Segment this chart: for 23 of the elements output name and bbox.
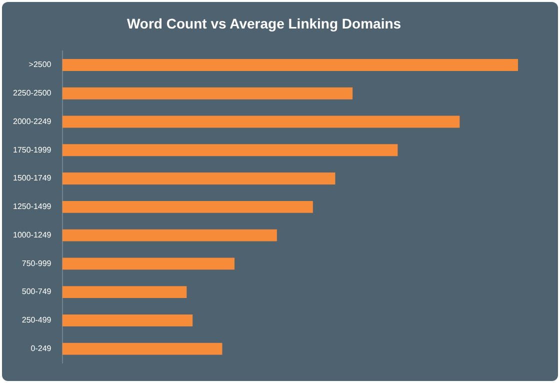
y-tick-label: 500-749 — [22, 287, 52, 296]
y-tick-label: 1000-1249 — [12, 230, 52, 240]
bar — [62, 87, 353, 100]
y-tick-label: 2000-2249 — [12, 116, 52, 126]
bar — [62, 116, 460, 128]
bar — [62, 229, 277, 242]
y-tick-label: 2250-2500 — [12, 88, 52, 98]
y-tick-label: 0-249 — [30, 344, 52, 354]
bar — [62, 144, 398, 156]
bar — [62, 59, 518, 71]
bar — [62, 258, 235, 270]
bar — [62, 314, 193, 326]
bar — [62, 200, 313, 213]
y-tick-label: >2500 — [28, 60, 52, 70]
chart-title: Word Count vs Average Linking Domains — [126, 15, 402, 32]
y-tick-label: 750-999 — [22, 258, 52, 268]
bar — [62, 342, 222, 355]
y-tick-label: 1750-1999 — [12, 145, 52, 154]
bar — [62, 172, 336, 184]
bar — [62, 286, 187, 298]
y-tick-label: 250-499 — [22, 316, 52, 325]
y-tick-label: 1500-1749 — [12, 174, 52, 183]
y-tick-label: 1250-1499 — [12, 202, 52, 212]
